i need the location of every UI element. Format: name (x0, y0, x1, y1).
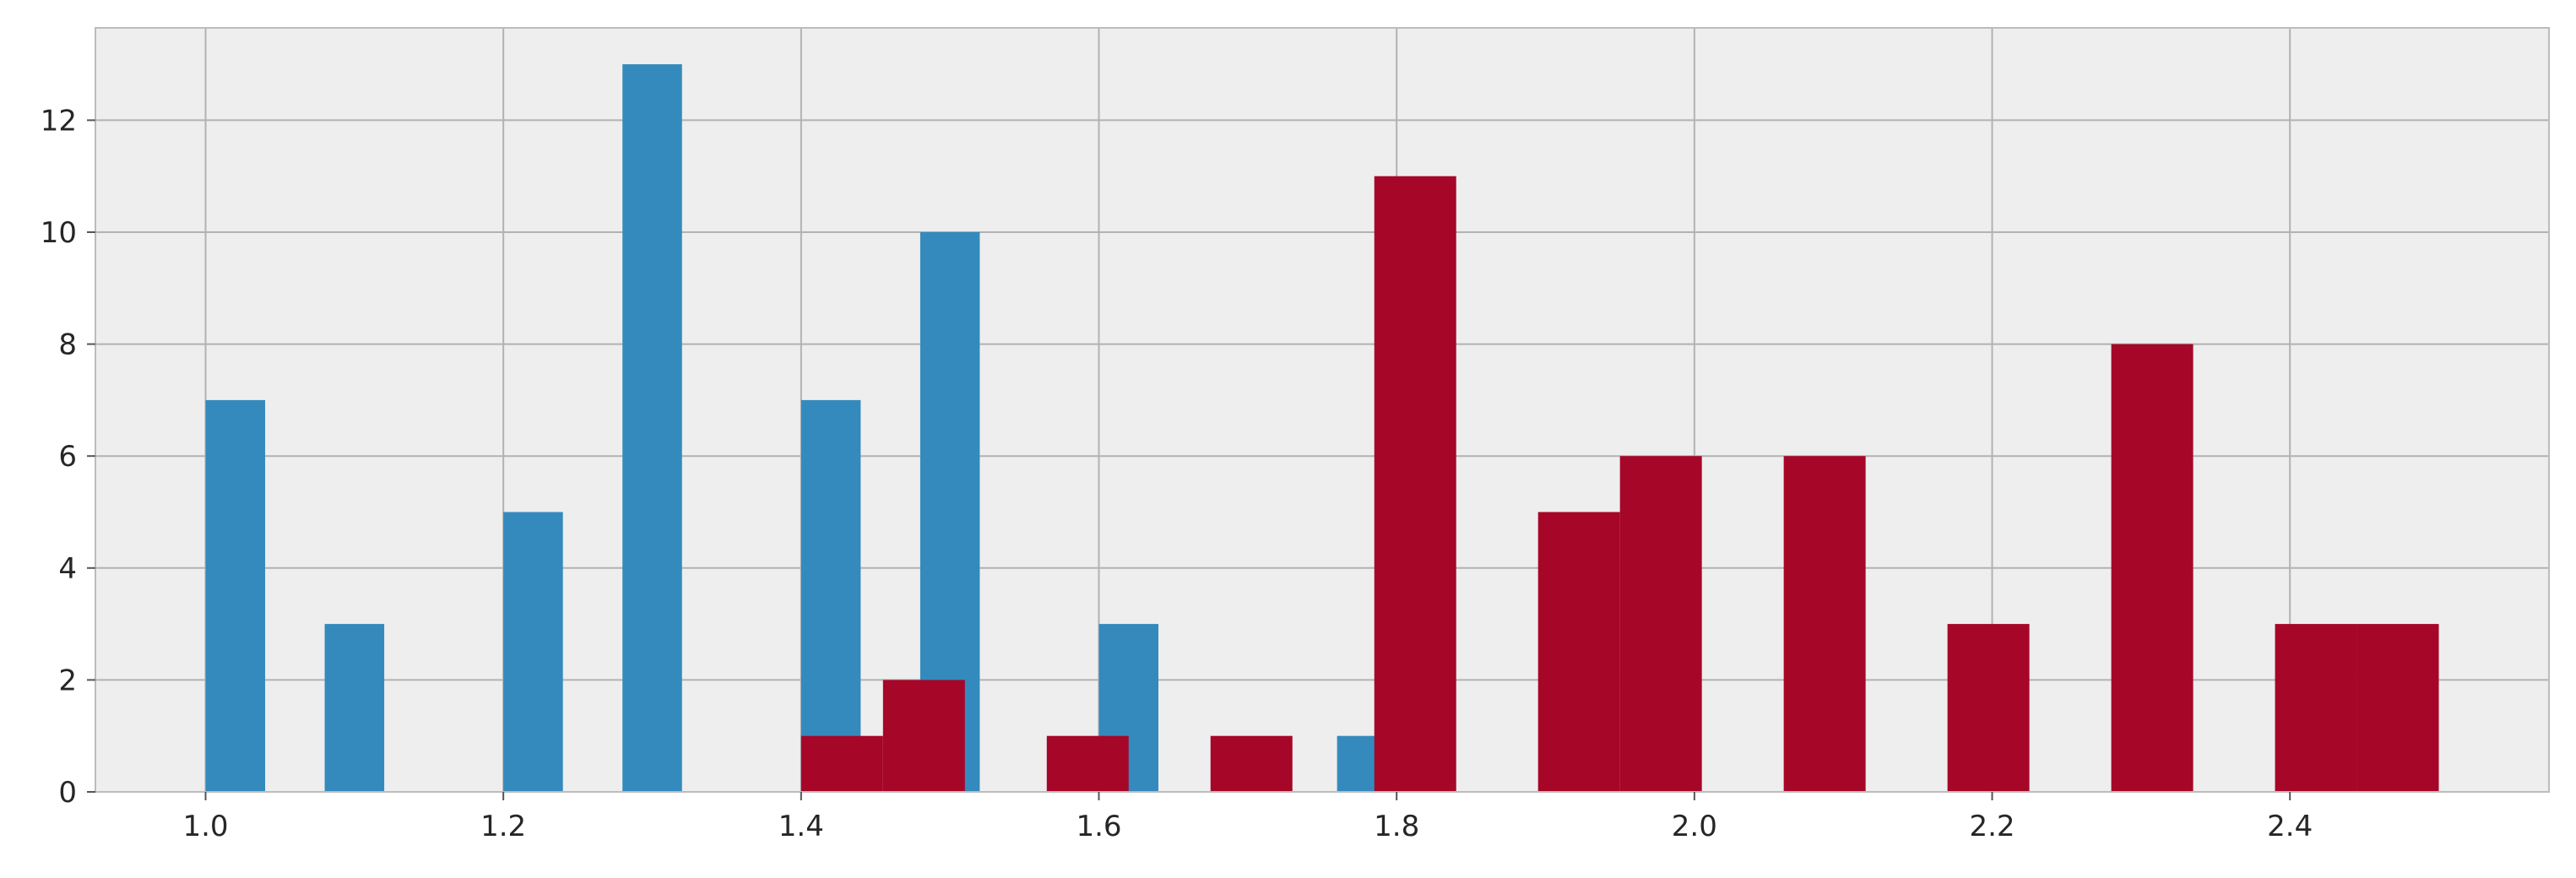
series-2-bar (2275, 624, 2357, 792)
axis-ticks: 1.0 1.2 1.4 1.6 1.8 2.0 2.2 2.4 0 2 4 6 8 10 12 (41, 104, 2313, 843)
series-2-bar (1046, 735, 1129, 792)
series-2-bar (2356, 624, 2439, 792)
series-1-bar (622, 64, 682, 793)
y-tick-label: 0 (58, 776, 77, 810)
x-tick-label: 1.8 (1374, 810, 1419, 843)
series-2-bar (1783, 456, 1866, 792)
series-1-bar (503, 512, 563, 792)
y-tick-label: 10 (41, 216, 77, 250)
series-2-bar (1947, 624, 2030, 792)
x-tick-label: 1.6 (1076, 810, 1121, 843)
y-tick-label: 6 (58, 440, 77, 474)
series-2-bar (800, 735, 883, 792)
x-tick-label: 2.0 (1672, 810, 1717, 843)
x-tick-label: 2.4 (2267, 810, 2313, 843)
y-tick-label: 12 (41, 104, 77, 138)
bars (205, 64, 2439, 793)
plot-frame (95, 27, 2550, 793)
series-1-bar (800, 399, 861, 792)
y-tick-label: 8 (58, 328, 77, 362)
series-2-bar (1619, 456, 1702, 792)
series-2-bar (1210, 735, 1293, 792)
x-tick-label: 1.0 (182, 810, 228, 843)
series-2-bar (882, 680, 965, 792)
x-tick-label: 1.2 (480, 810, 526, 843)
series-2-bar (1537, 512, 1620, 792)
series-2-bar (1374, 176, 1456, 792)
x-tick-label: 1.4 (778, 810, 824, 843)
y-tick-label: 2 (58, 664, 77, 697)
x-tick-label: 2.2 (1969, 810, 2015, 843)
y-tick-label: 4 (58, 552, 77, 586)
series-2-bar (2111, 344, 2194, 793)
series-1-bar (324, 624, 385, 792)
series-1-bar (205, 399, 266, 792)
